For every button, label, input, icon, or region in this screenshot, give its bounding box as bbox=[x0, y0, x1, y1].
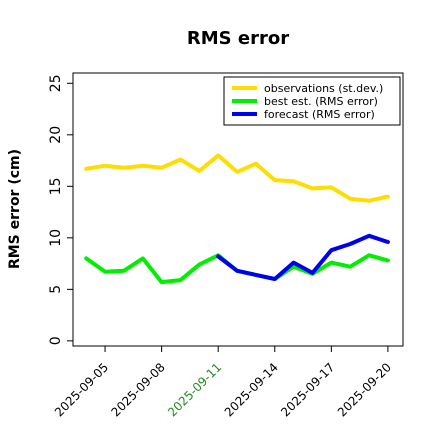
legend-label: best est. (RMS error) bbox=[264, 95, 378, 108]
y-tick-label: 0 bbox=[48, 336, 64, 345]
y-axis-label: RMS error (cm) bbox=[7, 149, 23, 269]
x-tick-label: 2025-09-14 bbox=[222, 360, 281, 419]
x-tick-label: 2025-09-05 bbox=[52, 360, 111, 419]
y-tick-label: 25 bbox=[48, 74, 64, 92]
y-tick-label: 5 bbox=[48, 285, 64, 294]
y-tick-label: 10 bbox=[48, 229, 64, 247]
y-tick-label: 15 bbox=[48, 177, 64, 195]
legend-label: forecast (RMS error) bbox=[264, 108, 375, 121]
series-line-3 bbox=[216, 233, 390, 281]
legend-label: observations (st.dev.) bbox=[264, 82, 383, 95]
x-tick-label: 2025-09-11 bbox=[165, 360, 224, 419]
x-tick-label: 2025-09-17 bbox=[278, 360, 337, 419]
plot-lines bbox=[84, 153, 390, 285]
y-axis: 0 5 10 15 20 25 bbox=[48, 74, 73, 345]
y-tick-label: 20 bbox=[48, 126, 64, 144]
series-line-1 bbox=[84, 153, 390, 203]
x-tick-label: 2025-09-20 bbox=[335, 360, 394, 419]
plot-frame bbox=[72, 72, 404, 347]
chart-title: RMS error bbox=[187, 28, 289, 49]
x-axis: 2025-09-052025-09-082025-09-112025-09-14… bbox=[52, 346, 394, 419]
x-tick-label: 2025-09-08 bbox=[109, 360, 168, 419]
legend: observations (st.dev.)best est. (RMS err… bbox=[223, 76, 401, 126]
